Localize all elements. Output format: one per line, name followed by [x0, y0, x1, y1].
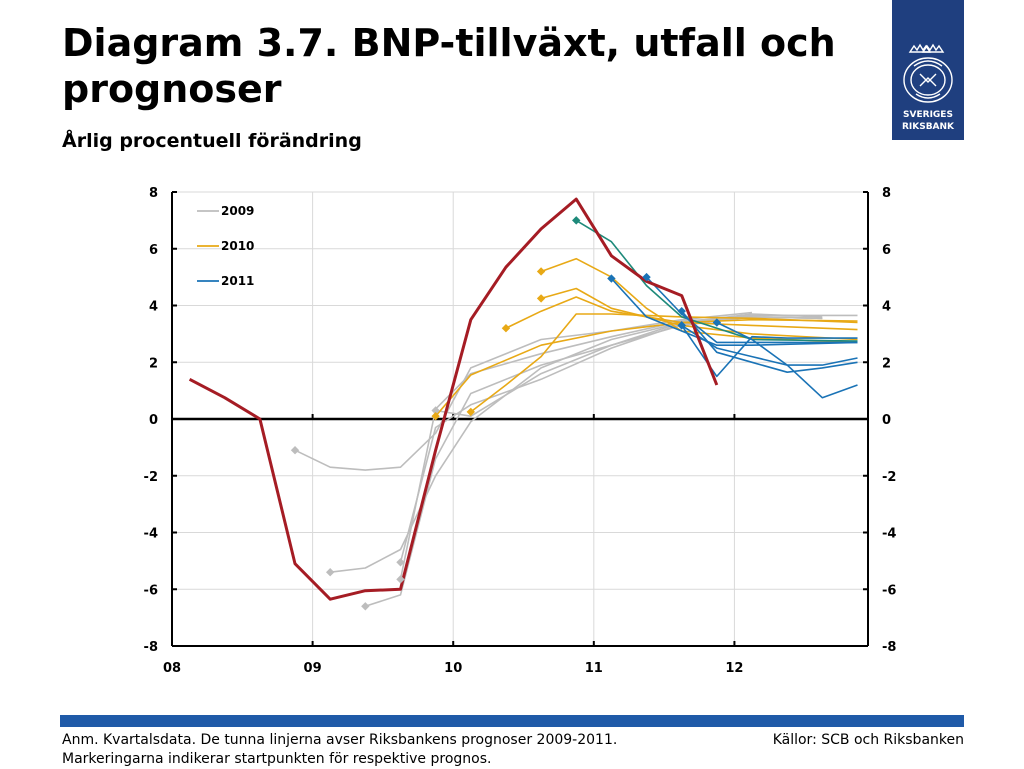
forecast-start-marker-2011 [677, 321, 686, 330]
y-tick-label-left: -4 [144, 527, 158, 542]
forecast-line-2010 [540, 257, 858, 344]
x-tick-label: 11 [585, 661, 603, 676]
outcome-line [188, 197, 719, 601]
gdp-growth-chart: 8 8 6 6 4 4 2 2 0 0 -2 -2 -4 -4 -6 -6 -8 -8 08 09 10 11 12 2009… [144, 186, 897, 676]
forecast-start-marker-2010 [431, 411, 440, 421]
footer-bar [60, 715, 964, 727]
footnote: Anm. Kvartalsdata. De tunna linjerna avs… [62, 732, 618, 767]
forecast-start-marker-2009 [396, 575, 405, 584]
y-tick-label-right: -8 [882, 640, 896, 655]
legend-label-2010: 2010 [221, 239, 254, 253]
y-tick-label-left: 4 [149, 300, 158, 315]
forecast-start-marker-2010 [466, 407, 475, 417]
riksbank-logo: SVERIGES RIKSBANK [892, 0, 964, 140]
forecast-start-marker-2009 [396, 558, 405, 567]
legend-label-2011: 2011 [221, 274, 254, 288]
forecast-line-2011 [681, 324, 858, 378]
x-tick-label: 08 [163, 661, 181, 676]
y-tick-label-left: 2 [149, 356, 158, 371]
y-tick-label-right: 2 [882, 356, 891, 371]
forecast-start-marker-2009 [431, 406, 440, 415]
forecast-start-marker-2009 [290, 446, 300, 455]
y-tick-label-left: 0 [149, 413, 158, 428]
forecast-start-marker-2011 [712, 318, 722, 327]
y-tick-label-right: -6 [882, 583, 896, 598]
forecast-line-2009 [435, 313, 823, 418]
forecast-line-2009 [399, 316, 823, 563]
logo-line2: RIKSBANK [902, 122, 955, 132]
forecast-line-2011 [645, 276, 858, 344]
forecast-line-2011 [681, 310, 858, 374]
forecast-start-marker-2011 [677, 306, 686, 316]
y-tick-label-right: 0 [882, 413, 891, 428]
forecast-line-2010 [505, 296, 858, 331]
logo-line1: SVERIGES [903, 110, 953, 120]
x-tick-label: 09 [304, 661, 322, 676]
forecast-start-marker-2011 [572, 216, 581, 225]
forecast-start-marker-2010 [536, 267, 546, 276]
forecast-start-marker-2010 [501, 324, 511, 333]
x-tick-label: 10 [444, 661, 462, 676]
forecast-line-2011 [575, 219, 858, 342]
y-tick-label-right: 4 [882, 300, 891, 315]
y-tick-label-right: -4 [882, 527, 896, 542]
y-tick-label-left: 8 [149, 186, 158, 201]
forecast-start-marker-2009 [325, 568, 335, 577]
y-tick-label-left: 6 [149, 243, 158, 258]
forecast-start-marker-2011 [642, 272, 651, 282]
page-subtitle: Årlig procentuell förändring [62, 130, 362, 152]
forecast-start-marker-2010 [536, 294, 546, 303]
legend-label-2009: 2009 [221, 204, 254, 218]
source-text: Källor: SCB och Riksbanken [772, 732, 964, 748]
y-tick-label-right: -2 [882, 470, 896, 485]
forecast-line-2010 [470, 313, 858, 413]
forecast-line-2009 [294, 311, 753, 471]
y-tick-label-left: -2 [144, 470, 158, 485]
x-tick-label: 12 [725, 661, 743, 676]
forecast-line-2011 [716, 321, 858, 399]
riksbank-crest-icon: SVERIGES RIKSBANK [902, 43, 955, 132]
y-tick-label-right: 8 [882, 186, 891, 201]
forecast-start-marker-2009 [361, 602, 370, 611]
forecast-line-2009 [399, 316, 823, 580]
y-tick-label-left: -6 [144, 583, 158, 598]
forecast-start-marker-2011 [607, 274, 616, 283]
y-tick-label-right: 6 [882, 243, 891, 258]
page-title: Diagram 3.7. BNP-tillväxt, utfall och pr… [62, 21, 836, 111]
forecast-line-2010 [434, 318, 858, 417]
y-tick-label-left: -8 [144, 640, 158, 655]
